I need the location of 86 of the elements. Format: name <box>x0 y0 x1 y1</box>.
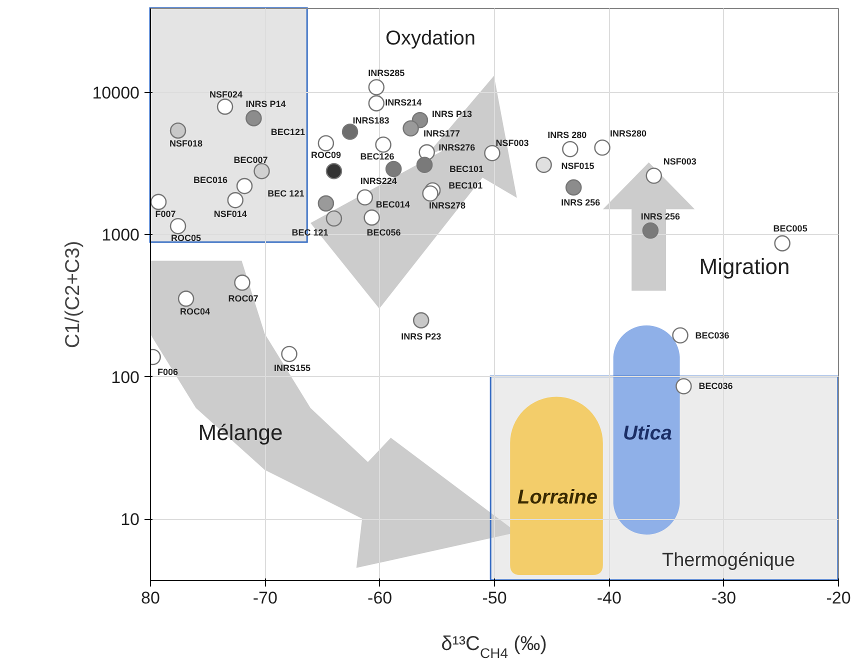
annotation: NSF003 <box>663 156 696 167</box>
point <box>536 156 552 173</box>
annotation: Oxydation <box>385 28 476 50</box>
annotation: BEC036 <box>698 381 733 392</box>
y-axis-title: C1/(C2+C3) <box>62 240 84 348</box>
point <box>254 163 270 180</box>
point <box>676 378 692 394</box>
point <box>216 98 234 115</box>
annotation: BEC121 <box>270 127 305 138</box>
point <box>326 210 342 227</box>
annotation: NSF003 <box>496 138 529 148</box>
point <box>416 156 433 173</box>
point <box>234 274 250 291</box>
annotation: ROC07 <box>228 294 258 304</box>
point <box>318 195 334 212</box>
x-tick-label: 80 <box>141 588 160 608</box>
point <box>150 194 167 210</box>
annotation: INRS P23 <box>401 331 442 342</box>
annotation: ROC04 <box>180 306 210 317</box>
annotation: NSF024 <box>210 90 243 100</box>
annotation: BEC126 <box>360 152 394 162</box>
point <box>178 290 194 307</box>
point <box>170 122 186 139</box>
annotation: NSF015 <box>561 160 594 171</box>
x-tick-label: -20 <box>826 588 851 608</box>
annotation: INRS278 <box>429 200 466 210</box>
annotation: Lorraine <box>517 486 598 508</box>
y-tick-label: 10 <box>120 510 140 530</box>
annotation: INRS P14 <box>246 99 286 110</box>
annotation: BEC016 <box>194 175 228 186</box>
annotation: BEC014 <box>376 199 410 210</box>
annotation: INRS 256 <box>561 197 600 208</box>
y-tick-label: 1000 <box>102 226 140 245</box>
y-tick-label: 10000 <box>92 84 140 103</box>
annotation: INRS 280 <box>548 130 587 140</box>
annotation: INRS 256 <box>640 212 680 222</box>
x-tick-label: -50 <box>482 588 507 608</box>
point <box>484 144 500 162</box>
point <box>342 124 358 140</box>
annotation: F007 <box>155 208 176 219</box>
point <box>170 218 186 234</box>
annotation: Thermogénique <box>662 550 796 571</box>
point <box>246 110 262 126</box>
annotation: NSF018 <box>170 138 203 149</box>
point <box>364 209 380 226</box>
point <box>326 163 342 180</box>
annotation: INRS280 <box>610 128 647 139</box>
point <box>565 179 582 196</box>
annotation: INRS285 <box>368 68 405 78</box>
annotation: BEC 121 <box>292 228 328 238</box>
annotation: INRS183 <box>352 116 390 126</box>
annotation: BEC005 <box>773 223 808 234</box>
annotation: INRS276 <box>438 142 476 152</box>
annotation: INRS177 <box>424 128 460 138</box>
x-tick-label: -70 <box>252 588 278 608</box>
point <box>646 168 662 184</box>
annotation: BEC101 <box>450 164 484 174</box>
point <box>422 185 438 202</box>
point <box>402 120 419 136</box>
annotation: ROC09 <box>310 150 341 160</box>
annotation: INRS P13 <box>432 109 472 120</box>
annotation: BEC056 <box>366 228 401 238</box>
annotation: INRS214 <box>385 97 422 108</box>
annotation: Migration <box>699 254 790 279</box>
y-tick-label: 100 <box>111 368 140 387</box>
x-axis-title: δ¹³C$_{CH4}$ (‰) <box>441 633 547 661</box>
annotation: INRS224 <box>360 176 397 186</box>
annotation: Utica <box>623 422 672 444</box>
point <box>385 160 402 178</box>
annotation: BEC036 <box>695 330 730 340</box>
annotation: ROC05 <box>171 233 202 244</box>
annotation: F006 <box>158 367 178 378</box>
annotation: INRS155 <box>274 362 311 373</box>
annotation: BEC101 <box>448 180 483 190</box>
annotation: Mélange <box>198 420 283 445</box>
point <box>227 192 244 208</box>
point <box>356 189 374 206</box>
annotation: BEC007 <box>234 155 268 166</box>
point <box>236 178 253 194</box>
annotation: BEC 121 <box>268 188 304 198</box>
x-tick-label: -30 <box>712 588 736 608</box>
x-tick-label: -40 <box>596 588 622 608</box>
annotation: NSF014 <box>214 209 247 220</box>
point <box>642 222 659 239</box>
x-tick-label: -60 <box>368 588 392 608</box>
point <box>412 312 430 328</box>
